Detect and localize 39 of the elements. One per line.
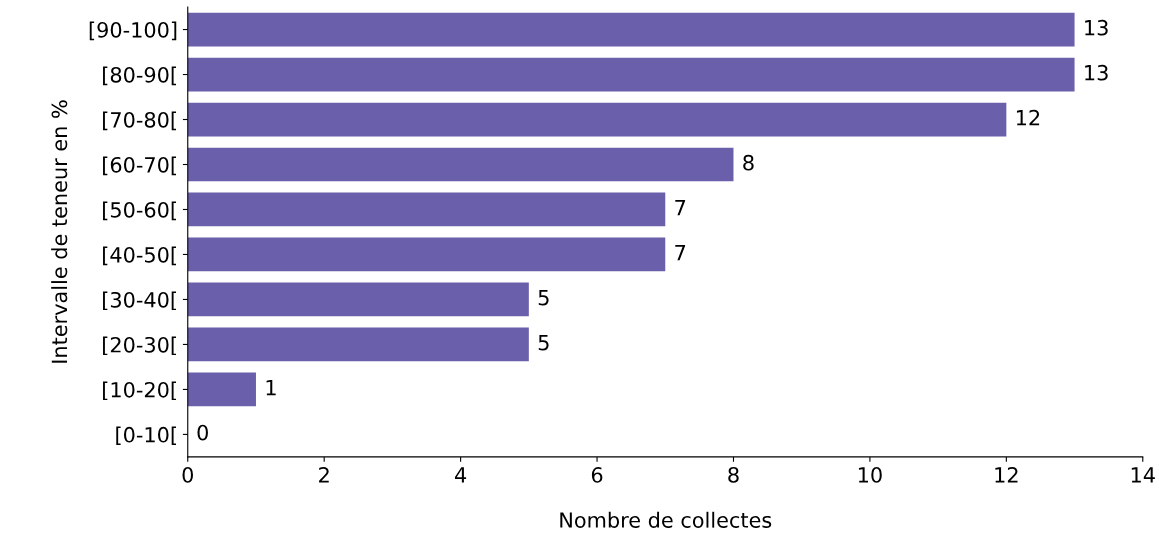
y-tick-label: [30-40[	[103, 291, 177, 311]
data-label: 8	[743, 154, 754, 171]
y-tick-label: [50-60[	[103, 201, 177, 221]
bar	[187, 327, 529, 362]
bar	[187, 192, 666, 227]
x-tick-label: 4	[455, 467, 467, 483]
y-tick-label: [80-90[	[103, 66, 177, 86]
data-label: 5	[538, 335, 549, 351]
x-tick-label: 6	[591, 467, 603, 483]
bar	[187, 372, 256, 407]
y-tick-label: [90-100]	[89, 21, 177, 41]
bar	[187, 102, 1007, 137]
bar	[187, 57, 1075, 92]
x-tick-label: 0	[182, 467, 193, 483]
y-tick-label: [10-20[	[103, 381, 177, 401]
data-label: 13	[1085, 19, 1108, 36]
y-tick-label: [40-50[	[103, 246, 177, 266]
data-label: 13	[1085, 64, 1108, 81]
data-label: 5	[538, 290, 549, 306]
data-label: 1	[266, 379, 276, 396]
x-axis-title: Nombre de collectes	[560, 511, 772, 528]
data-label: 12	[1016, 109, 1040, 126]
bar	[187, 237, 666, 272]
y-tick-label: [0-10[	[116, 426, 177, 446]
x-tick-label: 14	[1131, 467, 1155, 483]
bar	[187, 147, 734, 182]
y-tick-label: [60-70[	[103, 156, 177, 176]
data-label: 7	[675, 200, 686, 216]
data-label: 0	[197, 424, 208, 441]
data-label: 7	[675, 245, 686, 261]
y-axis-title: Intervalle de teneur en %	[51, 100, 68, 363]
bar	[187, 12, 1075, 47]
x-tick-label: 10	[858, 467, 882, 483]
x-tick-label: 2	[319, 467, 329, 483]
bar	[187, 282, 529, 317]
x-tick-label: 12	[995, 467, 1018, 483]
x-tick-label: 8	[728, 467, 739, 483]
y-tick-label: [70-80[	[103, 111, 177, 131]
y-tick-label: [20-30[	[103, 336, 177, 356]
